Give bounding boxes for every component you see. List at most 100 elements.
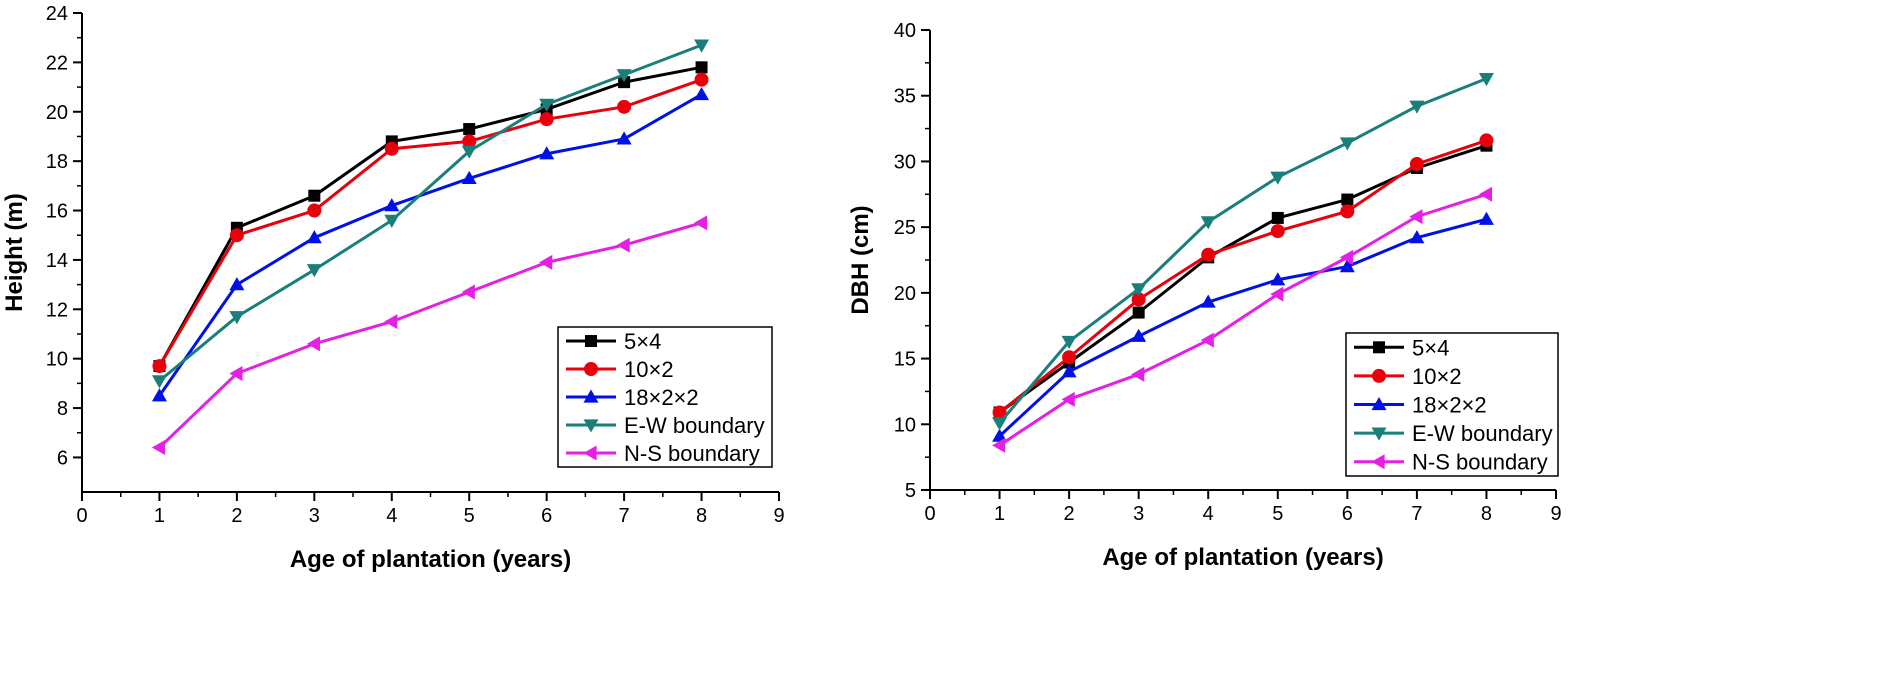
data-point xyxy=(1339,249,1353,265)
series-line xyxy=(158,221,702,449)
legend-marker xyxy=(1371,397,1387,411)
legend-marker xyxy=(1373,341,1385,354)
series-line xyxy=(998,77,1487,424)
data-point xyxy=(1270,272,1286,286)
y-tick-label: 5 xyxy=(905,480,916,502)
y-tick-label: 20 xyxy=(894,283,916,305)
data-point xyxy=(992,405,1007,420)
data-point xyxy=(229,277,245,291)
data-point xyxy=(1270,171,1286,185)
data-point xyxy=(152,359,167,374)
x-axis-title: Age of plantation (years) xyxy=(1102,544,1383,571)
data-point xyxy=(151,375,167,389)
data-point xyxy=(229,365,243,381)
data-point xyxy=(463,123,476,136)
y-tick-label: 8 xyxy=(57,398,68,420)
data-point xyxy=(384,214,400,228)
data-point xyxy=(1409,100,1425,114)
x-tick-label: 0 xyxy=(76,505,87,527)
x-tick-label: 1 xyxy=(994,503,1005,525)
y-axis-title: Height (m) xyxy=(1,193,28,312)
data-point xyxy=(539,254,553,270)
data-point xyxy=(1132,306,1145,319)
legend-item-10x2: 10×2 xyxy=(566,357,674,382)
data-point xyxy=(306,336,320,352)
x-tick-label: 5 xyxy=(1272,503,1283,525)
data-point xyxy=(1340,204,1355,219)
data-point xyxy=(1270,286,1284,302)
data-point xyxy=(1478,73,1494,87)
y-tick-label: 15 xyxy=(894,349,916,371)
y-tick-label: 40 xyxy=(894,20,916,42)
series-n-s-boundary xyxy=(992,186,1493,453)
legend-label: 5×4 xyxy=(624,329,661,354)
legend-item-5x4: 5×4 xyxy=(1354,335,1449,360)
legend-label: E-W boundary xyxy=(1412,421,1553,446)
data-point xyxy=(616,131,632,145)
series-n-s-boundary xyxy=(151,215,708,456)
data-point xyxy=(1200,332,1214,348)
data-point xyxy=(1131,283,1147,297)
series-line xyxy=(998,138,1487,414)
data-point xyxy=(539,98,555,112)
legend-marker xyxy=(583,419,599,433)
data-point xyxy=(384,198,400,212)
data-point xyxy=(1339,259,1355,273)
data-point xyxy=(1131,366,1145,382)
data-point xyxy=(694,72,709,87)
legend-item-e-w-boundary: E-W boundary xyxy=(1354,421,1553,446)
data-point xyxy=(1131,328,1147,342)
y-tick-label: 24 xyxy=(46,3,68,25)
series-line xyxy=(158,43,703,383)
x-tick-label: 8 xyxy=(696,505,707,527)
data-point xyxy=(694,39,710,53)
data-point xyxy=(616,69,632,83)
data-point xyxy=(1409,209,1423,225)
dbh-chart: 0 1 2 3 4 5 6 7 8 9 5 10 15 20 25 30 35 40 Age of plantati… xyxy=(847,20,1562,571)
series-e-w-boundary xyxy=(992,73,1494,431)
series-line xyxy=(158,78,703,367)
y-tick-label: 10 xyxy=(894,414,916,436)
data-point xyxy=(1339,137,1355,151)
legend-marker xyxy=(584,362,598,376)
data-point xyxy=(1061,364,1077,378)
data-point xyxy=(992,437,1006,453)
legend: 5×4 10×2 18×2×2 E-W boundary N-S boundary xyxy=(557,326,773,468)
data-point xyxy=(308,189,321,202)
y-tick-label: 25 xyxy=(894,217,916,239)
data-point xyxy=(694,86,710,101)
x-tick-label: 6 xyxy=(541,505,552,527)
legend-marker xyxy=(583,389,599,403)
data-point xyxy=(694,215,708,231)
data-point xyxy=(1062,350,1077,365)
x-tick-label: 3 xyxy=(1133,503,1144,525)
data-point xyxy=(1409,157,1424,172)
x-axis-title: Age of plantation (years) xyxy=(290,546,571,573)
data-point xyxy=(539,112,554,127)
legend-label: 18×2×2 xyxy=(624,385,699,410)
data-point xyxy=(1409,230,1425,244)
y-tick-label: 12 xyxy=(46,299,68,321)
data-point xyxy=(1061,391,1075,407)
data-point xyxy=(616,237,630,253)
legend-label: 18×2×2 xyxy=(1412,393,1487,418)
data-point xyxy=(1200,216,1216,230)
data-point xyxy=(1478,186,1493,202)
data-point xyxy=(151,440,166,456)
x-tick-label: 9 xyxy=(773,505,784,527)
y-tick-label: 22 xyxy=(46,52,68,74)
y-axis-title: DBH (cm) xyxy=(847,205,874,314)
legend-marker xyxy=(1372,368,1386,383)
data-point xyxy=(307,203,322,218)
data-point xyxy=(461,284,475,300)
series-18x2x2 xyxy=(151,86,710,402)
legend-label: N-S boundary xyxy=(624,441,760,466)
data-point xyxy=(1478,211,1494,225)
data-point xyxy=(539,146,555,160)
data-point xyxy=(992,417,1008,431)
legend-marker xyxy=(1371,454,1385,470)
data-point xyxy=(1271,211,1284,224)
data-point xyxy=(306,264,322,278)
legend-label: 10×2 xyxy=(624,357,674,382)
legend-item-n-s-boundary: N-S boundary xyxy=(1354,450,1548,475)
